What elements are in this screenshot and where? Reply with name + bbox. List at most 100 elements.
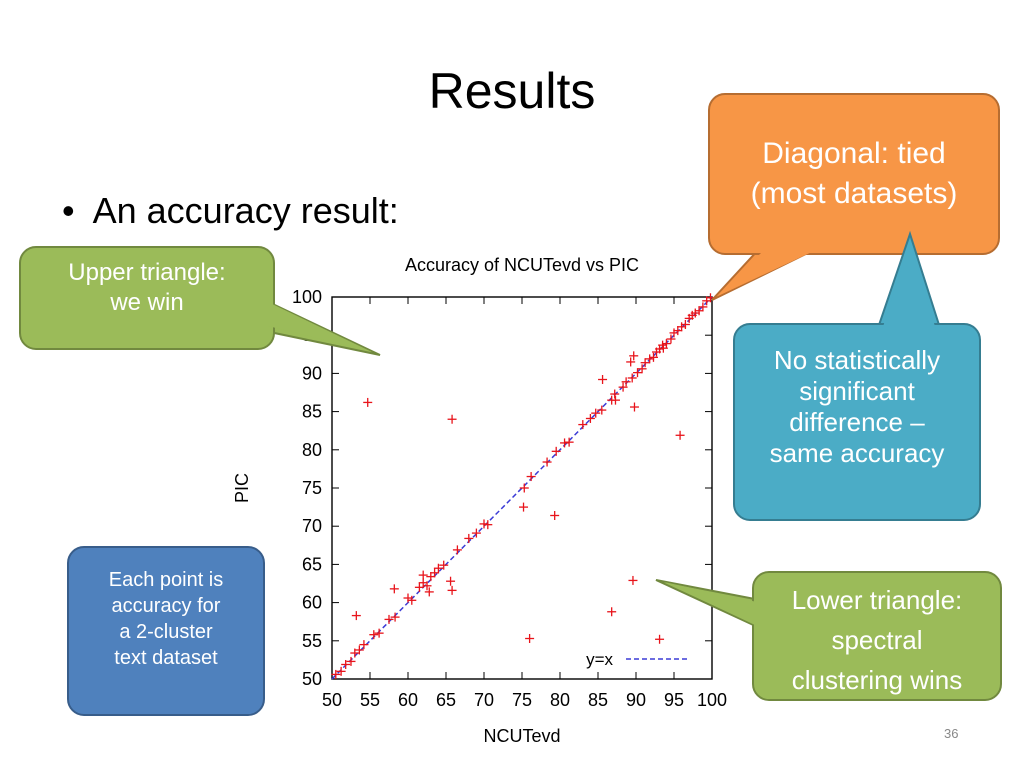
y-tick-label-1: 55 — [302, 631, 322, 651]
point-callout-box — [67, 546, 265, 716]
data-point-61 — [363, 397, 373, 407]
data-point-38 — [621, 377, 631, 387]
data-point-73 — [610, 395, 620, 405]
point-meaning-callout-text: Each point is accuracy for a 2-cluster t… — [68, 567, 264, 671]
y-axis-label: PIC — [232, 473, 252, 503]
data-point-57 — [694, 306, 704, 316]
diagonal-callout-label: Diagonal: tied (most datasets) — [750, 137, 958, 210]
data-point-24 — [483, 520, 493, 530]
data-point-22 — [471, 528, 481, 538]
data-point-41 — [637, 364, 647, 374]
x-tick-label-5: 75 — [512, 690, 532, 710]
data-point-48 — [661, 339, 671, 349]
data-point-36 — [610, 389, 620, 399]
y-tick-label-0: 50 — [302, 669, 322, 689]
data-point-72 — [598, 375, 608, 385]
data-point-76 — [629, 402, 639, 412]
x-tick-label-3: 65 — [436, 690, 456, 710]
data-point-44 — [648, 352, 658, 362]
data-point-67 — [446, 576, 456, 586]
y-tick-label-8: 90 — [302, 363, 322, 383]
data-point-7 — [369, 630, 379, 640]
data-point-74 — [626, 357, 636, 367]
x-tick-label-6: 80 — [550, 690, 570, 710]
data-point-71 — [525, 634, 535, 644]
x-tick-label-2: 60 — [398, 690, 418, 710]
bullet-text: An accuracy result: — [92, 190, 399, 231]
lower-callout-pointer-cover — [664, 582, 757, 626]
data-point-52 — [677, 322, 687, 332]
data-point-49 — [666, 334, 676, 344]
data-point-33 — [591, 408, 601, 418]
bullet-dot-icon: • — [62, 190, 75, 231]
data-point-39 — [627, 373, 637, 383]
data-point-66 — [424, 587, 434, 597]
nosig-callout-pointer-cover — [882, 240, 936, 330]
chart-title: Accuracy of NCUTevd vs PIC — [405, 255, 639, 275]
data-point-31 — [578, 420, 588, 430]
upper-triangle-callout-label: Upper triangle: we win — [68, 259, 226, 316]
data-point-6 — [359, 640, 369, 650]
data-point-21 — [464, 533, 474, 543]
data-point-34 — [597, 405, 607, 415]
data-point-69 — [519, 502, 529, 512]
data-point-53 — [680, 320, 690, 330]
x-tick-label-9: 95 — [664, 690, 684, 710]
x-tick-label-7: 85 — [588, 690, 608, 710]
data-point-56 — [690, 308, 700, 318]
data-point-0 — [331, 669, 341, 679]
data-point-16 — [426, 572, 436, 582]
data-point-70 — [550, 511, 560, 521]
data-point-43 — [645, 354, 655, 364]
data-point-64 — [389, 584, 399, 594]
y-tick-label-7: 85 — [302, 402, 322, 422]
data-point-65 — [418, 570, 428, 580]
data-point-17 — [430, 568, 440, 578]
data-point-25 — [519, 483, 529, 493]
slide-title: Results — [428, 63, 596, 119]
data-point-32 — [585, 413, 595, 423]
data-point-62 — [447, 414, 457, 424]
legend-label: y=x — [586, 650, 613, 669]
data-point-13 — [414, 582, 424, 592]
data-point-40 — [633, 368, 643, 378]
x-tick-label-8: 90 — [626, 690, 646, 710]
data-point-23 — [479, 519, 489, 529]
data-point-81 — [675, 430, 685, 440]
data-point-4 — [350, 648, 360, 658]
x-tick-label-0: 50 — [322, 690, 342, 710]
data-point-19 — [439, 560, 449, 570]
data-point-80 — [655, 634, 665, 644]
upper-callout-box — [19, 246, 275, 350]
lower-triangle-callout-text: Lower triangle: spectral clustering wins — [753, 580, 1001, 700]
data-point-58 — [698, 302, 708, 312]
y-tick-label-2: 60 — [302, 593, 322, 613]
y-tick-label-6: 80 — [302, 440, 322, 460]
y-tick-label-5: 75 — [302, 478, 322, 498]
data-point-27 — [542, 457, 552, 467]
data-point-3 — [346, 656, 356, 666]
x-tick-label-1: 55 — [360, 690, 380, 710]
x-tick-label-4: 70 — [474, 690, 494, 710]
y-tick-label-10: 100 — [292, 287, 322, 307]
data-point-63 — [351, 611, 361, 621]
data-point-75 — [629, 351, 639, 361]
data-point-5 — [354, 645, 364, 655]
y-tick-label-3: 65 — [302, 554, 322, 574]
data-point-68 — [447, 585, 457, 595]
data-point-10 — [390, 612, 400, 622]
data-point-9 — [384, 614, 394, 624]
diagonal-callout-pointer-cover — [718, 250, 816, 296]
data-point-1 — [336, 666, 346, 676]
data-point-79 — [607, 607, 617, 617]
data-point-11 — [403, 593, 413, 603]
x-axis-label: NCUTevd — [483, 726, 560, 746]
no-significance-callout-label: No statistically significant difference … — [769, 345, 945, 468]
data-point-78 — [628, 575, 638, 585]
data-point-51 — [673, 326, 683, 336]
data-point-42 — [640, 358, 650, 368]
data-point-50 — [669, 328, 679, 338]
upper-callout-pointer-cover — [268, 302, 372, 352]
data-point-77 — [658, 343, 668, 353]
